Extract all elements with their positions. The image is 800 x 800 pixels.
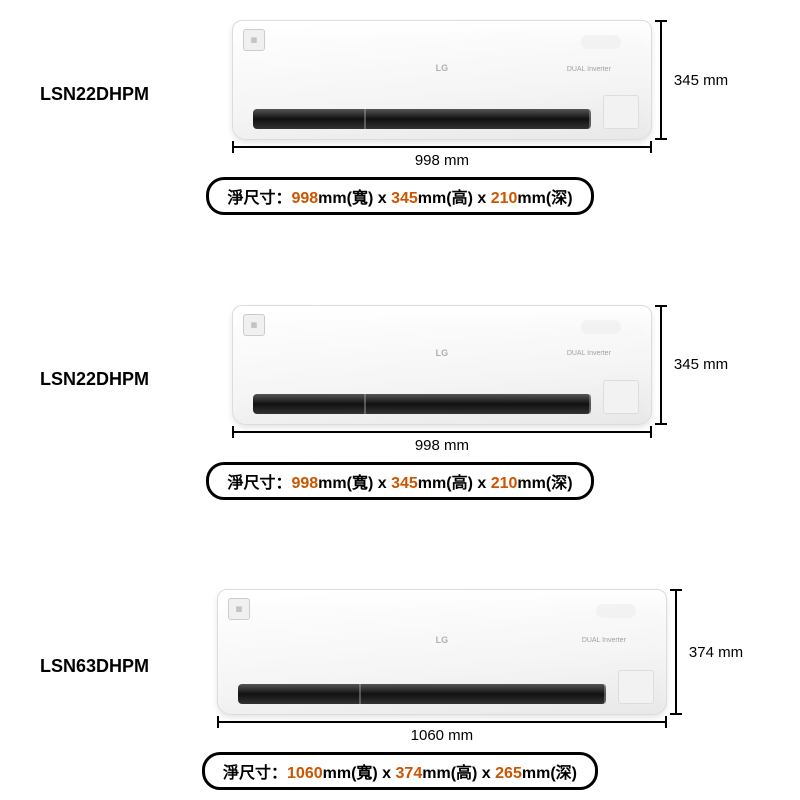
energy-badge-icon: ▦ [243,314,265,336]
product-image-area: ▦ LG DUAL Inverter 1060 mm [180,589,780,744]
air-vent [238,684,606,704]
height-line-icon [660,20,662,140]
dim-h-num: 345 [391,475,418,492]
width-value: 998 mm [232,437,652,454]
model-number: LSN22DHPM [20,369,180,390]
ac-unit-image: ▦ LG DUAL Inverter [217,589,667,715]
display-window [581,35,621,49]
control-panel [603,380,639,414]
ac-body: ▦ LG DUAL Inverter [232,20,652,140]
dim-h-unit: mm(高) [418,475,473,492]
product-row-3: LSN63DHPM ▦ LG DUAL Inverter [20,589,780,790]
dim-prefix: 淨尺寸： [227,475,291,492]
dim-w-unit: mm(寬) [323,765,378,782]
dim-sep2: x [473,475,491,492]
product-top-2: LSN22DHPM ▦ LG DUAL Inverter [20,305,780,454]
height-dimension: 374 mm [675,589,743,715]
height-value: 345 mm [674,356,728,373]
dim-d-unit: mm(深) [522,765,577,782]
width-dimension: 998 mm [232,146,652,169]
brand-logo: LG [436,63,449,73]
dim-h-unit: mm(高) [418,190,473,207]
display-window [581,320,621,334]
ac-body: ▦ LG DUAL Inverter [232,305,652,425]
width-dimension: 998 mm [232,431,652,454]
dim-w-num: 998 [291,475,318,492]
dim-w-unit: mm(寬) [318,475,373,492]
image-column: ▦ LG DUAL Inverter 1060 mm [217,589,667,744]
dim-sep1: x [373,475,391,492]
dim-d-unit: mm(深) [517,190,572,207]
product-spec-container: LSN22DHPM ▦ LG DUAL Inverter [0,0,800,800]
air-vent [253,109,591,129]
height-line-icon [675,589,677,715]
height-dimension: 345 mm [660,305,728,425]
width-value: 998 mm [232,152,652,169]
brand-logo: LG [436,635,449,645]
height-line-icon [660,305,662,425]
dim-h-num: 345 [391,190,418,207]
dimension-pill: 淨尺寸：998mm(寬) x 345mm(高) x 210mm(深) [206,177,593,215]
model-number: LSN63DHPM [20,656,180,677]
dimension-pill: 淨尺寸：1060mm(寬) x 374mm(高) x 265mm(深) [202,752,598,790]
ac-body: ▦ LG DUAL Inverter [217,589,667,715]
dim-sep1: x [373,190,391,207]
dimension-pill: 淨尺寸：998mm(寬) x 345mm(高) x 210mm(深) [206,462,593,500]
image-and-dims: ▦ LG DUAL Inverter 1060 mm [217,589,743,744]
dim-sep1: x [378,765,396,782]
product-top-1: LSN22DHPM ▦ LG DUAL Inverter [20,20,780,169]
model-number: LSN22DHPM [20,84,180,105]
ac-unit-image: ▦ LG DUAL Inverter [232,305,652,425]
width-dimension: 1060 mm [217,721,667,744]
width-line-icon [232,146,652,148]
dim-w-num: 1060 [287,765,323,782]
dim-d-num: 210 [491,190,518,207]
brand-logo: LG [436,348,449,358]
air-vent [253,394,591,414]
height-value: 374 mm [689,644,743,661]
ac-unit-image: ▦ LG DUAL Inverter [232,20,652,140]
dim-d-unit: mm(深) [517,475,572,492]
dim-prefix: 淨尺寸： [223,765,287,782]
product-image-area: ▦ LG DUAL Inverter 998 mm [180,305,780,454]
tech-label: DUAL Inverter [567,350,611,357]
energy-badge-icon: ▦ [243,29,265,51]
dim-h-unit: mm(高) [422,765,477,782]
height-dimension: 345 mm [660,20,728,140]
tech-label: DUAL Inverter [582,637,626,644]
dim-d-num: 265 [495,765,522,782]
dim-w-num: 998 [291,190,318,207]
control-panel [603,95,639,129]
width-line-icon [217,721,667,723]
display-window [596,604,636,618]
width-value: 1060 mm [217,727,667,744]
image-column: ▦ LG DUAL Inverter 998 mm [232,305,652,454]
product-row-2: LSN22DHPM ▦ LG DUAL Inverter [20,305,780,500]
image-column: ▦ LG DUAL Inverter 998 mm [232,20,652,169]
image-and-dims: ▦ LG DUAL Inverter 998 mm [232,305,728,454]
image-and-dims: ▦ LG DUAL Inverter 998 mm [232,20,728,169]
product-top-3: LSN63DHPM ▦ LG DUAL Inverter [20,589,780,744]
dim-w-unit: mm(寬) [318,190,373,207]
height-value: 345 mm [674,72,728,89]
energy-badge-icon: ▦ [228,598,250,620]
control-panel [618,670,654,704]
dim-prefix: 淨尺寸： [227,190,291,207]
dim-sep2: x [477,765,495,782]
tech-label: DUAL Inverter [567,66,611,73]
product-image-area: ▦ LG DUAL Inverter 998 mm [180,20,780,169]
width-line-icon [232,431,652,433]
dim-sep2: x [473,190,491,207]
dim-h-num: 374 [396,765,423,782]
dim-d-num: 210 [491,475,518,492]
product-row-1: LSN22DHPM ▦ LG DUAL Inverter [20,20,780,215]
